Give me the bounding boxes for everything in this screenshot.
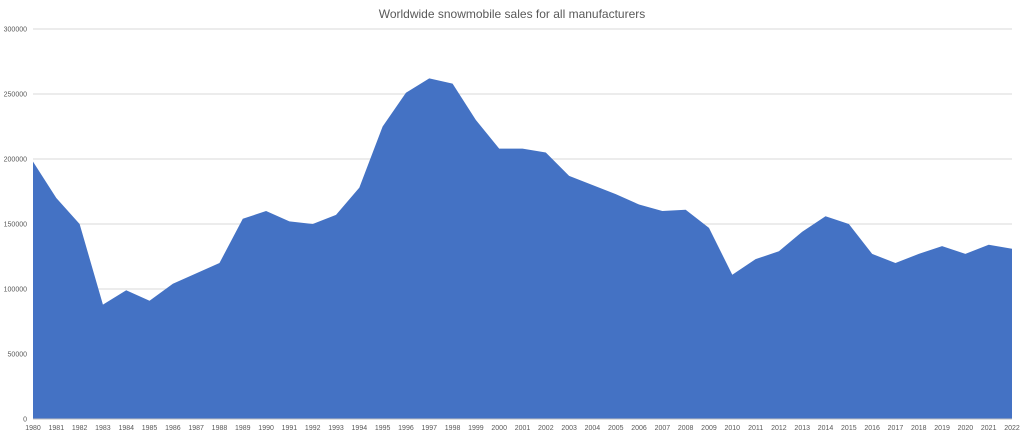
y-tick-label: 0 [23, 417, 27, 424]
x-tick-label: 2009 [701, 425, 717, 432]
plot-area [32, 78, 1013, 420]
x-tick-label: 1987 [188, 425, 204, 432]
x-tick-label: 2000 [491, 425, 507, 432]
x-tick-label: 2016 [864, 425, 880, 432]
y-tick-label: 200000 [4, 157, 27, 164]
x-tick-label: 1996 [398, 425, 414, 432]
x-tick-label: 2018 [911, 425, 927, 432]
x-tick-label: 2001 [515, 425, 531, 432]
x-tick-label: 1997 [421, 425, 437, 432]
x-tick-label: 1995 [375, 425, 391, 432]
x-tick-label: 2022 [1004, 425, 1020, 432]
x-tick-label: 2006 [631, 425, 647, 432]
x-tick-label: 1991 [282, 425, 298, 432]
x-tick-label: 2021 [981, 425, 997, 432]
x-tick-label: 1998 [445, 425, 461, 432]
x-tick-label: 1983 [95, 425, 111, 432]
x-axis: 1980 1981 1982 1983 1984 1985 1986 1987 1988 1989… [25, 418, 1020, 432]
y-axis: 0 50000 100000 150000 200000 250000 300000 [4, 27, 27, 424]
x-tick-label: 2020 [958, 425, 974, 432]
x-tick-label: 2008 [678, 425, 694, 432]
x-tick-label: 1981 [49, 425, 65, 432]
x-tick-label: 2014 [818, 425, 834, 432]
y-tick-label: 100000 [4, 287, 27, 294]
x-tick-label: 2017 [888, 425, 904, 432]
x-tick-label: 2012 [771, 425, 787, 432]
x-tick-label: 1984 [118, 425, 134, 432]
x-tick-label: 1990 [258, 425, 274, 432]
sales-area [33, 78, 1012, 420]
y-tick-label: 300000 [4, 27, 27, 34]
x-tick-label: 2013 [794, 425, 810, 432]
x-tick-label: 2015 [841, 425, 857, 432]
y-tick-label: 250000 [4, 92, 27, 99]
y-tick-label: 50000 [8, 352, 28, 359]
x-tick-label: 1999 [468, 425, 484, 432]
x-tick-label: 1994 [352, 425, 368, 432]
x-tick-label: 1980 [25, 425, 41, 432]
x-tick-label: 1982 [72, 425, 88, 432]
x-tick-label: 1993 [328, 425, 344, 432]
chart-title: Worldwide snowmobile sales for all manuf… [379, 7, 646, 21]
x-tick-label: 1989 [235, 425, 251, 432]
x-tick-label: 2004 [585, 425, 601, 432]
x-tick-label: 1992 [305, 425, 321, 432]
x-tick-label: 2011 [748, 425, 763, 432]
x-tick-label: 2010 [724, 425, 740, 432]
x-tick-label: 2019 [934, 425, 950, 432]
x-tick-label: 1986 [165, 425, 181, 432]
x-tick-label: 1985 [142, 425, 158, 432]
x-tick-label: 1988 [212, 425, 228, 432]
y-tick-label: 150000 [4, 222, 27, 229]
x-tick-label: 2002 [538, 425, 554, 432]
x-tick-label: 2005 [608, 425, 624, 432]
x-tick-label: 2003 [561, 425, 577, 432]
x-tick-label: 2007 [655, 425, 671, 432]
